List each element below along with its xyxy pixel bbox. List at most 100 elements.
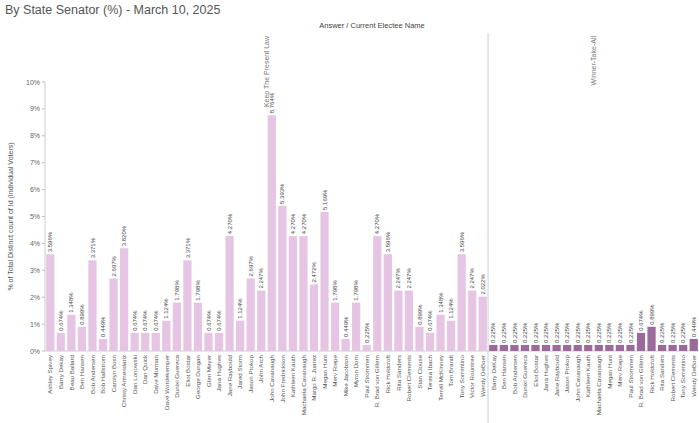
- bar: [109, 278, 117, 351]
- x-tick-label: Paul Strommen: [363, 354, 370, 397]
- data-label: 0.225%: [585, 322, 591, 343]
- bar: [236, 321, 244, 351]
- x-tick-label: Megan Hunt: [321, 355, 328, 389]
- x-tick-label: Dave Wordekemper: [163, 355, 170, 410]
- data-label: 0.225%: [575, 322, 581, 343]
- x-tick-label: Merv Riepe: [616, 354, 623, 386]
- bar: [131, 333, 139, 351]
- data-label: 1.124%: [163, 298, 169, 319]
- bar: [637, 333, 645, 351]
- data-label: 3.596%: [459, 231, 465, 252]
- data-label: 2.247%: [406, 268, 412, 289]
- bar: [563, 345, 571, 351]
- data-label: 0.674%: [638, 310, 644, 331]
- x-tick-label: Wendy DeBoer: [690, 355, 697, 397]
- x-tick-label: Dave Murman: [152, 354, 159, 393]
- x-tick-label: Tony Sorrentino: [458, 354, 465, 398]
- data-label: 1.348%: [438, 292, 444, 313]
- data-label: 0.225%: [533, 322, 539, 343]
- bar: [510, 345, 518, 351]
- bar: [363, 345, 371, 351]
- bar: [247, 278, 255, 351]
- data-label: 0.674%: [132, 310, 138, 331]
- data-label: 3.371%: [185, 237, 191, 258]
- bar: [542, 345, 550, 351]
- column-header: Answer / Current Electee Name: [319, 21, 424, 30]
- bar: [268, 115, 276, 351]
- bar: [173, 303, 181, 351]
- x-tick-label: Jana Hughes: [542, 355, 549, 391]
- x-tick-label: John Cavanaugh: [574, 354, 581, 401]
- data-label: 0.899%: [649, 304, 655, 325]
- bar: [352, 303, 360, 351]
- bar: [679, 345, 687, 351]
- bar: [690, 339, 698, 351]
- x-tick-label: Kathleen Kauth: [584, 354, 591, 397]
- x-tick-label: Wendy DeBoer: [479, 355, 486, 397]
- y-tick-label: 1%: [30, 321, 40, 328]
- data-label: 3.371%: [90, 237, 96, 258]
- y-tick-label: 2%: [30, 294, 40, 301]
- bar: [162, 321, 170, 351]
- x-tick-label: Rick Holdcroft: [384, 355, 391, 394]
- x-tick-label: R. Brad von Gillern: [637, 354, 644, 407]
- data-label: 0.225%: [564, 322, 570, 343]
- x-tick-label: Jane Raybould: [553, 354, 560, 396]
- bar: [88, 260, 96, 351]
- x-tick-label: John Cavanaugh: [268, 354, 275, 401]
- x-tick-label: Tony Sorrentino: [679, 354, 686, 398]
- data-label: 0.225%: [522, 322, 528, 343]
- panel-divider: [488, 33, 489, 423]
- bar: [57, 333, 65, 351]
- chart-svg: By State Senator (%) - March 10, 2025Ans…: [0, 0, 699, 423]
- x-tick-label: Jared Storm: [236, 355, 243, 389]
- x-tick-label: Myron Dorn: [352, 354, 359, 387]
- x-tick-label: Dan Quick: [141, 354, 148, 384]
- y-axis-label: % of Total Distinct count of Id (Individ…: [7, 142, 15, 290]
- bar: [447, 321, 455, 351]
- bar: [394, 291, 402, 351]
- bar: [426, 333, 434, 351]
- bar: [289, 236, 297, 351]
- bar: [183, 260, 191, 351]
- data-label: 2.472%: [311, 261, 317, 282]
- x-tick-label: Christy Armendariz: [120, 355, 127, 407]
- data-label: 0.225%: [670, 322, 676, 343]
- data-label: 4.270%: [227, 213, 233, 234]
- x-tick-label: Jana Hughes: [215, 355, 222, 391]
- bar: [479, 297, 487, 351]
- data-label: 0.899%: [417, 304, 423, 325]
- x-tick-label: Beau Ballard: [68, 354, 75, 390]
- data-label: 2.247%: [395, 268, 401, 289]
- page: By State Senator (%) - March 10, 2025Ans…: [0, 0, 699, 423]
- bar: [373, 236, 381, 351]
- x-tick-label: Bob Andersen: [89, 354, 96, 393]
- y-tick-label: 9%: [30, 105, 40, 112]
- data-label: 5.393%: [279, 183, 285, 204]
- x-axis-line: [488, 351, 699, 352]
- data-label: 4.270%: [374, 213, 380, 234]
- data-label: 1.348%: [68, 292, 74, 313]
- data-label: 3.596%: [47, 231, 53, 252]
- bar: [468, 291, 476, 351]
- data-label: 1.798%: [195, 280, 201, 301]
- x-tick-label: Kathleen Kauth: [289, 354, 296, 397]
- x-tick-label: Machaela Cavanaugh: [300, 354, 307, 415]
- bar: [552, 345, 560, 351]
- x-tick-label: Rita Sanders: [395, 355, 402, 391]
- data-label: 2.247%: [258, 268, 264, 289]
- data-label: 0.225%: [659, 322, 665, 343]
- bar: [584, 345, 592, 351]
- x-tick-label: John Arch: [257, 354, 264, 382]
- bar: [257, 291, 265, 351]
- bar: [531, 345, 539, 351]
- bar: [331, 303, 339, 351]
- bar: [215, 333, 223, 351]
- bar: [310, 285, 318, 351]
- bar: [278, 206, 286, 351]
- data-label: 0.449%: [100, 316, 106, 337]
- data-label: 2.247%: [469, 268, 475, 289]
- data-label: 0.674%: [58, 310, 64, 331]
- chart-container: By State Senator (%) - March 10, 2025Ans…: [0, 0, 699, 423]
- data-label: 1.798%: [353, 280, 359, 301]
